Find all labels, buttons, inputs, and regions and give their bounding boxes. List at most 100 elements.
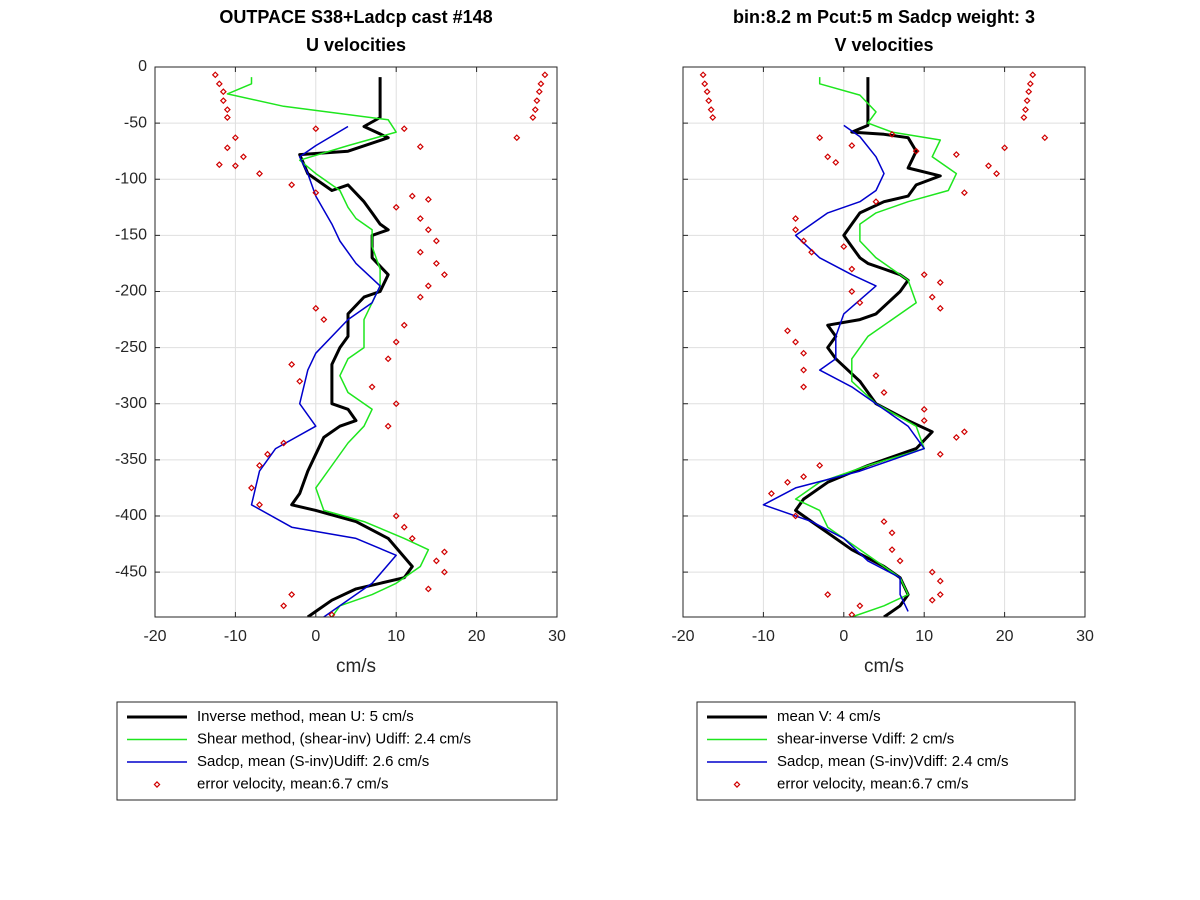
data-line [794, 77, 958, 617]
error-marker [848, 288, 856, 295]
error-marker [392, 338, 400, 346]
error-marker [912, 147, 920, 155]
error-marker [408, 192, 416, 200]
error-marker [280, 439, 288, 447]
error-marker [513, 134, 521, 142]
x-tick-label: 0 [839, 628, 848, 645]
legend-label: error velocity, mean:6.7 cm/s [197, 775, 388, 792]
error-marker [1001, 144, 1009, 152]
error-marker [384, 422, 392, 430]
error-marker [824, 153, 832, 161]
legend-label: Sadcp, mean (S-inv)Vdiff: 2.4 cm/s [777, 753, 1008, 770]
error-marker [960, 189, 968, 197]
series-group [699, 71, 1049, 617]
error-marker [440, 271, 448, 279]
error-marker [800, 383, 808, 391]
error-marker [1041, 134, 1049, 142]
error-marker [219, 97, 227, 105]
x-tick-label: -20 [671, 628, 694, 645]
legend-label: error velocity, mean:6.7 cm/s [777, 775, 968, 792]
error-marker [223, 144, 231, 152]
data-line [290, 77, 414, 617]
error-marker [872, 372, 880, 380]
error-marker [936, 304, 944, 312]
error-marker [1026, 80, 1034, 88]
error-marker [392, 400, 400, 408]
error-marker [215, 80, 223, 88]
error-marker [400, 523, 408, 531]
error-marker [936, 279, 944, 286]
error-marker [792, 512, 800, 520]
error-marker [432, 557, 440, 565]
error-marker [920, 405, 928, 413]
error-marker [800, 473, 808, 481]
error-marker [223, 106, 231, 114]
y-tick-label: -300 [115, 395, 147, 412]
y-tick-label: -150 [115, 227, 147, 244]
legend-label: shear-inverse Vdiff: 2 cm/s [777, 730, 954, 747]
error-marker [328, 611, 336, 617]
error-marker [400, 321, 408, 329]
error-marker [416, 293, 424, 301]
error-marker [533, 97, 541, 105]
error-marker [541, 71, 549, 79]
error-marker [888, 546, 896, 554]
error-marker [424, 226, 432, 234]
error-marker [856, 299, 864, 307]
error-marker [816, 462, 824, 469]
error-marker [1023, 97, 1031, 105]
error-marker [432, 259, 440, 267]
error-marker [792, 338, 800, 346]
error-marker [296, 377, 304, 385]
error-marker [320, 316, 328, 323]
error-marker [792, 215, 800, 222]
y-tick-label: -100 [115, 170, 147, 187]
error-marker [699, 71, 707, 79]
error-marker [288, 591, 296, 598]
series-group [211, 71, 549, 617]
x-tick-label: 20 [996, 628, 1014, 645]
error-marker [856, 602, 864, 610]
x-tick-label: -10 [752, 628, 775, 645]
x-tick-label: 20 [468, 628, 486, 645]
error-marker [784, 478, 791, 486]
error-marker [211, 71, 219, 79]
error-marker [368, 383, 376, 391]
error-marker [424, 585, 432, 593]
data-line [226, 77, 430, 617]
error-marker [256, 501, 263, 509]
x-tick-label: 0 [311, 628, 320, 645]
chart-subtitle: V velocities [834, 35, 933, 55]
error-marker [808, 248, 816, 256]
error-marker [1029, 71, 1037, 79]
error-marker [928, 568, 936, 576]
error-marker [239, 153, 247, 161]
data-line [250, 125, 397, 617]
axes-box [682, 66, 1086, 618]
error-marker [312, 189, 320, 197]
error-marker [384, 355, 392, 363]
y-tick-label: -200 [115, 283, 147, 300]
error-marker [816, 134, 824, 142]
y-tick-label: -350 [115, 451, 147, 468]
error-marker [936, 450, 944, 458]
error-marker [537, 80, 545, 88]
error-marker [848, 142, 856, 150]
y-tick-label: -50 [124, 114, 147, 131]
chart-title: bin:8.2 m Pcut:5 m Sadcp weight: 3 [733, 7, 1035, 27]
error-marker [985, 162, 992, 170]
error-marker [392, 512, 400, 520]
x-tick-label: 10 [387, 628, 405, 645]
x-tick-label: -10 [224, 628, 247, 645]
error-marker [709, 114, 717, 121]
error-marker [960, 428, 968, 436]
error-marker [920, 271, 928, 279]
error-marker [920, 417, 928, 425]
error-marker [767, 490, 775, 497]
error-marker [800, 349, 808, 357]
error-marker [840, 243, 848, 251]
error-marker [1020, 114, 1028, 121]
plot-area [155, 67, 557, 617]
error-marker [231, 162, 239, 170]
